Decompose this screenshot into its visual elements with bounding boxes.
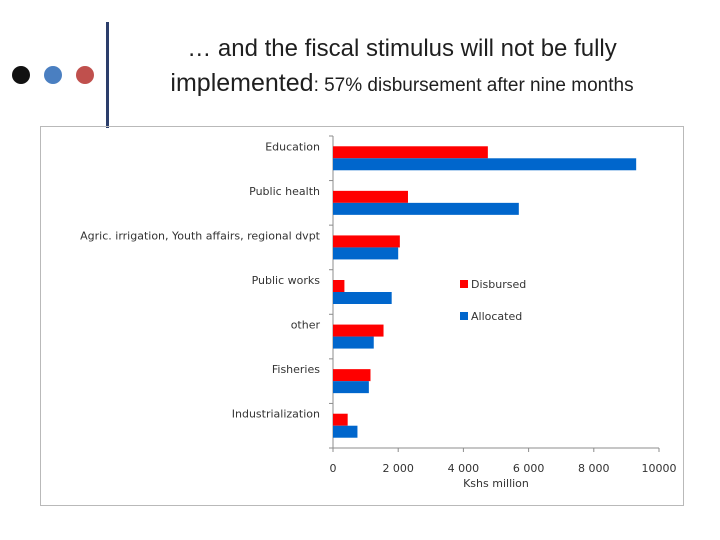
title-line-1: … and the fiscal stimulus will not be fu… [187, 35, 617, 62]
category-label: Public health [249, 185, 320, 198]
title-divider [106, 22, 109, 128]
dot-blue-icon [44, 66, 62, 84]
bar-allocated [333, 292, 392, 304]
bar-disbursed [333, 413, 348, 426]
bar-disbursed [333, 280, 345, 292]
bar-allocated [333, 425, 358, 438]
chart-frame [40, 126, 684, 506]
bar-disbursed [333, 190, 408, 203]
bar-allocated [333, 158, 637, 171]
bar-allocated [333, 381, 369, 394]
category-label: Industrialization [232, 408, 320, 421]
bar-allocated [333, 336, 374, 349]
slide-title: … and the fiscal stimulus will not be fu… [112, 32, 692, 103]
legend-swatch-disbursed [460, 280, 468, 288]
x-tick-label: 2 000 [382, 462, 414, 475]
x-tick-label: 4 000 [448, 462, 480, 475]
bar-disbursed [333, 324, 384, 337]
category-label: Fisheries [272, 363, 320, 376]
category-label: Agric. irrigation, Youth affairs, region… [80, 229, 321, 242]
dot-black-icon [12, 66, 30, 84]
category-label: Public works [252, 274, 321, 287]
title-line-2-main: implemented [170, 69, 314, 97]
legend-swatch-allocated [460, 312, 468, 320]
x-tick-label: 0 [330, 462, 337, 475]
bar-allocated [333, 247, 399, 260]
bar-disbursed [333, 146, 488, 159]
legend-label-allocated: Allocated [471, 310, 522, 323]
category-label: Education [265, 140, 320, 153]
x-axis-title: Kshs million [463, 477, 529, 490]
legend-label-disbursed: Disbursed [471, 278, 526, 291]
x-tick-label: 10000 [642, 462, 677, 475]
title-line-2-rest: : 57% disbursement after nine months [313, 75, 634, 96]
category-label: other [291, 319, 321, 332]
title-line-2: implemented: 57% disbursement after nine… [112, 66, 692, 103]
dot-red-icon [76, 66, 94, 84]
bar-disbursed [333, 235, 400, 248]
bar-allocated [333, 202, 519, 215]
x-tick-label: 8 000 [578, 462, 610, 475]
bar-disbursed [333, 369, 371, 382]
x-tick-label: 6 000 [513, 462, 545, 475]
